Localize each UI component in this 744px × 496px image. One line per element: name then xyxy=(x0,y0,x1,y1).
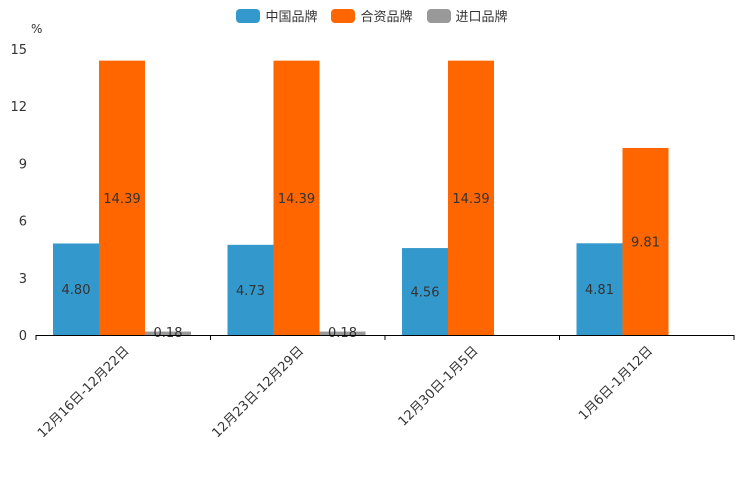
legend: 中国品牌 合资品牌 进口品牌 xyxy=(0,6,744,25)
y-tick-label: 15 xyxy=(10,43,27,58)
bar-0-1[interactable] xyxy=(227,244,274,335)
data-label: 0.18 xyxy=(154,326,183,341)
bar-0-3[interactable] xyxy=(576,243,623,335)
data-label: 9.81 xyxy=(631,235,660,250)
bar-1-1[interactable] xyxy=(273,60,320,335)
bar-0-0[interactable] xyxy=(53,243,99,335)
bar-2-1[interactable] xyxy=(319,331,366,335)
bar-1-0[interactable] xyxy=(99,60,145,335)
data-label: 0.18 xyxy=(328,326,357,341)
legend-item-joint-venture-brand[interactable]: 合资品牌 xyxy=(331,6,413,25)
y-tick-label: 3 xyxy=(19,272,27,287)
y-tick-label: 0 xyxy=(19,329,27,344)
x-tick-label: 12月30日-1月5日 xyxy=(396,344,482,430)
data-label: 4.56 xyxy=(411,286,440,301)
bar-1-2[interactable] xyxy=(448,60,494,335)
legend-swatch-joint-venture-brand xyxy=(331,8,356,23)
data-label: 4.80 xyxy=(62,283,91,298)
bar-2-0[interactable] xyxy=(145,331,191,335)
data-label: 14.39 xyxy=(452,192,489,207)
x-tick-label: 12月23日-12月29日 xyxy=(210,344,307,441)
legend-item-import-brand[interactable]: 进口品牌 xyxy=(426,6,508,25)
y-tick-label: 9 xyxy=(19,157,27,172)
data-label: 14.39 xyxy=(278,192,315,207)
legend-item-china-brand[interactable]: 中国品牌 xyxy=(236,6,317,25)
x-tick-label: 12月16日-12月22日 xyxy=(35,344,132,441)
data-label: 4.81 xyxy=(585,283,614,298)
bar-0-2[interactable] xyxy=(402,248,448,335)
legend-label-import-brand: 进口品牌 xyxy=(455,10,508,25)
legend-swatch-china-brand xyxy=(236,8,261,23)
y-tick-label: 6 xyxy=(19,215,27,230)
y-axis-unit-label: % xyxy=(31,22,42,36)
x-tick-label: 1月6日-1月12日 xyxy=(576,344,656,424)
y-tick-label: 12 xyxy=(10,100,27,115)
legend-swatch-import-brand xyxy=(426,8,451,23)
data-label: 4.73 xyxy=(236,284,265,299)
legend-label-joint-venture-brand: 合资品牌 xyxy=(360,10,413,25)
data-label: 14.39 xyxy=(103,192,140,207)
legend-label-china-brand: 中国品牌 xyxy=(265,10,318,25)
bar-1-3[interactable] xyxy=(622,147,669,335)
